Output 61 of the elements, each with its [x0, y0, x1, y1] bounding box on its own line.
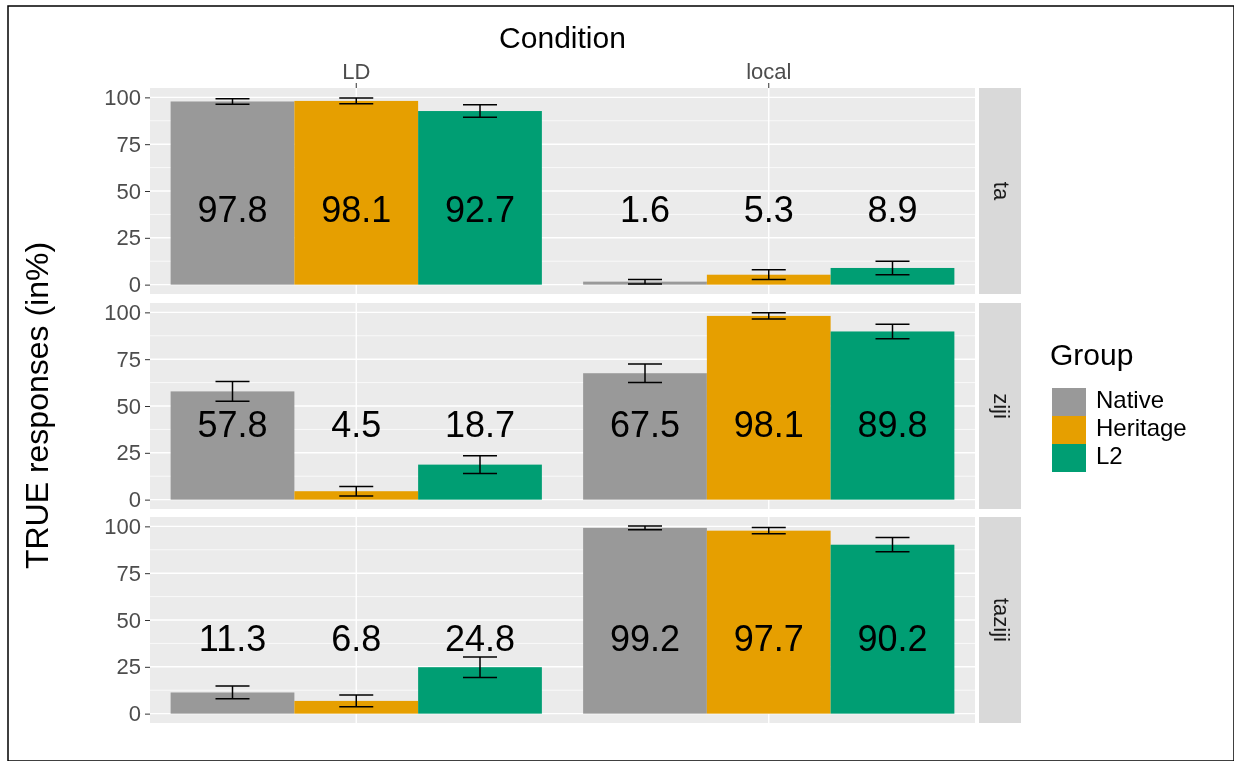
y-tick-label: 50 [116, 393, 141, 419]
y-tick-label: 50 [116, 607, 141, 633]
data-label: 67.5 [609, 404, 681, 446]
data-label: 6.8 [331, 618, 382, 660]
y-tick-label: 0 [128, 487, 141, 513]
y-tick-label: 100 [104, 513, 141, 539]
data-label: 4.5 [331, 404, 382, 446]
data-label: 89.8 [857, 404, 928, 446]
data-label: 92.7 [444, 189, 516, 231]
bar [583, 527, 707, 714]
bar [706, 530, 831, 714]
y-tick-label: 100 [104, 84, 141, 110]
bar [170, 101, 295, 285]
bar [418, 111, 542, 285]
data-label: 57.8 [197, 404, 268, 446]
text: ta [989, 181, 1015, 201]
data-label: 8.9 [867, 189, 918, 231]
bar [294, 491, 419, 500]
bar [830, 331, 955, 500]
data-label: 99.2 [609, 618, 681, 660]
data-label: 18.7 [444, 404, 516, 446]
legend-label: L2 [1096, 442, 1123, 470]
y-tick-label: 25 [116, 654, 141, 680]
y-tick-label: 0 [128, 701, 141, 727]
y-tick-label: 0 [128, 272, 141, 298]
bar [830, 267, 955, 285]
bar [294, 100, 419, 285]
data-label: 11.3 [198, 618, 267, 660]
y-axis-title: TRUE responses (in%) [19, 241, 55, 570]
x-tick-label: LD [342, 59, 371, 84]
y-tick-label: 25 [116, 225, 141, 251]
bar [583, 373, 707, 500]
x-tick-label: local [746, 59, 792, 84]
bar [830, 544, 955, 714]
y-tick-label: 75 [116, 560, 141, 586]
data-label: 1.6 [619, 189, 671, 231]
data-label: 97.8 [197, 189, 268, 231]
y-tick-label: 25 [116, 440, 141, 466]
legend-title: Group [1050, 338, 1134, 371]
x-axis-title: Condition [499, 21, 626, 54]
data-label: 98.1 [733, 404, 804, 446]
y-tick-label: 75 [116, 346, 141, 372]
data-label: 98.1 [321, 189, 392, 231]
data-label: 90.2 [857, 618, 928, 660]
data-label: 24.8 [444, 618, 516, 660]
legend-label: Heritage [1096, 414, 1187, 442]
bar [170, 391, 295, 500]
bar [418, 464, 542, 500]
bar [170, 692, 295, 714]
bar [706, 315, 831, 500]
legend-label: Native [1096, 386, 1165, 414]
text: taziji [989, 597, 1015, 643]
bar [418, 667, 542, 714]
text: ziji [989, 393, 1015, 419]
bar [294, 700, 419, 714]
y-tick-label: 100 [104, 299, 141, 325]
y-tick-label: 75 [116, 131, 141, 157]
data-label: 97.7 [733, 618, 804, 660]
bar [706, 274, 831, 285]
y-tick-label: 50 [116, 178, 141, 204]
data-label: 5.3 [743, 189, 794, 231]
